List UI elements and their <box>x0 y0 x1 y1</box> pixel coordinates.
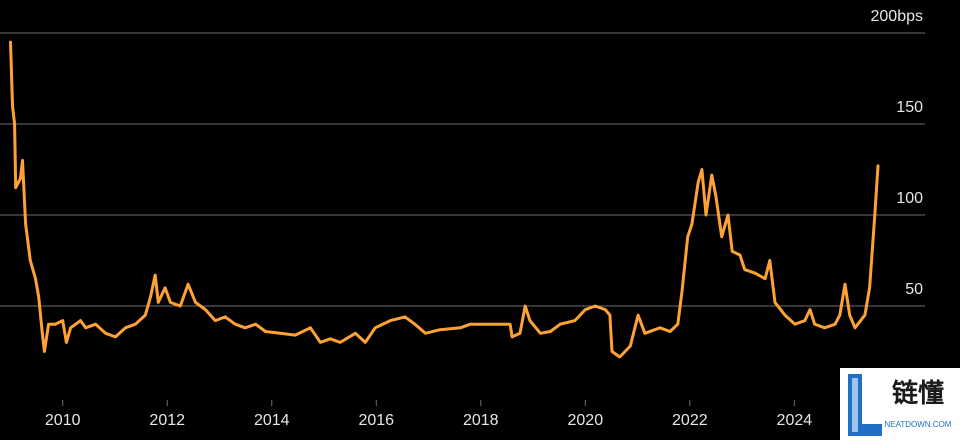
y-tick-label: 200bps <box>871 8 924 25</box>
watermark-logo-inner <box>852 378 858 432</box>
x-tick-label: 2024 <box>777 412 813 429</box>
watermark-title: 链懂 <box>892 378 944 408</box>
x-tick-label: 2012 <box>149 412 185 429</box>
watermark: 链懂 NEATDOWN.COM <box>840 368 960 440</box>
x-tick-label: 2022 <box>672 412 708 429</box>
y-tick-label: 150 <box>896 99 923 116</box>
data-line <box>9 40 880 359</box>
x-tick-label: 2020 <box>568 412 604 429</box>
x-tick-label: 2016 <box>358 412 394 429</box>
x-tick-label: 2014 <box>254 412 290 429</box>
x-tick-label: 2010 <box>45 412 81 429</box>
y-tick-label: 50 <box>905 281 923 298</box>
watermark-subtitle: NEATDOWN.COM <box>885 420 952 429</box>
x-tick-label: 2018 <box>463 412 499 429</box>
y-tick-label: 100 <box>896 190 923 207</box>
